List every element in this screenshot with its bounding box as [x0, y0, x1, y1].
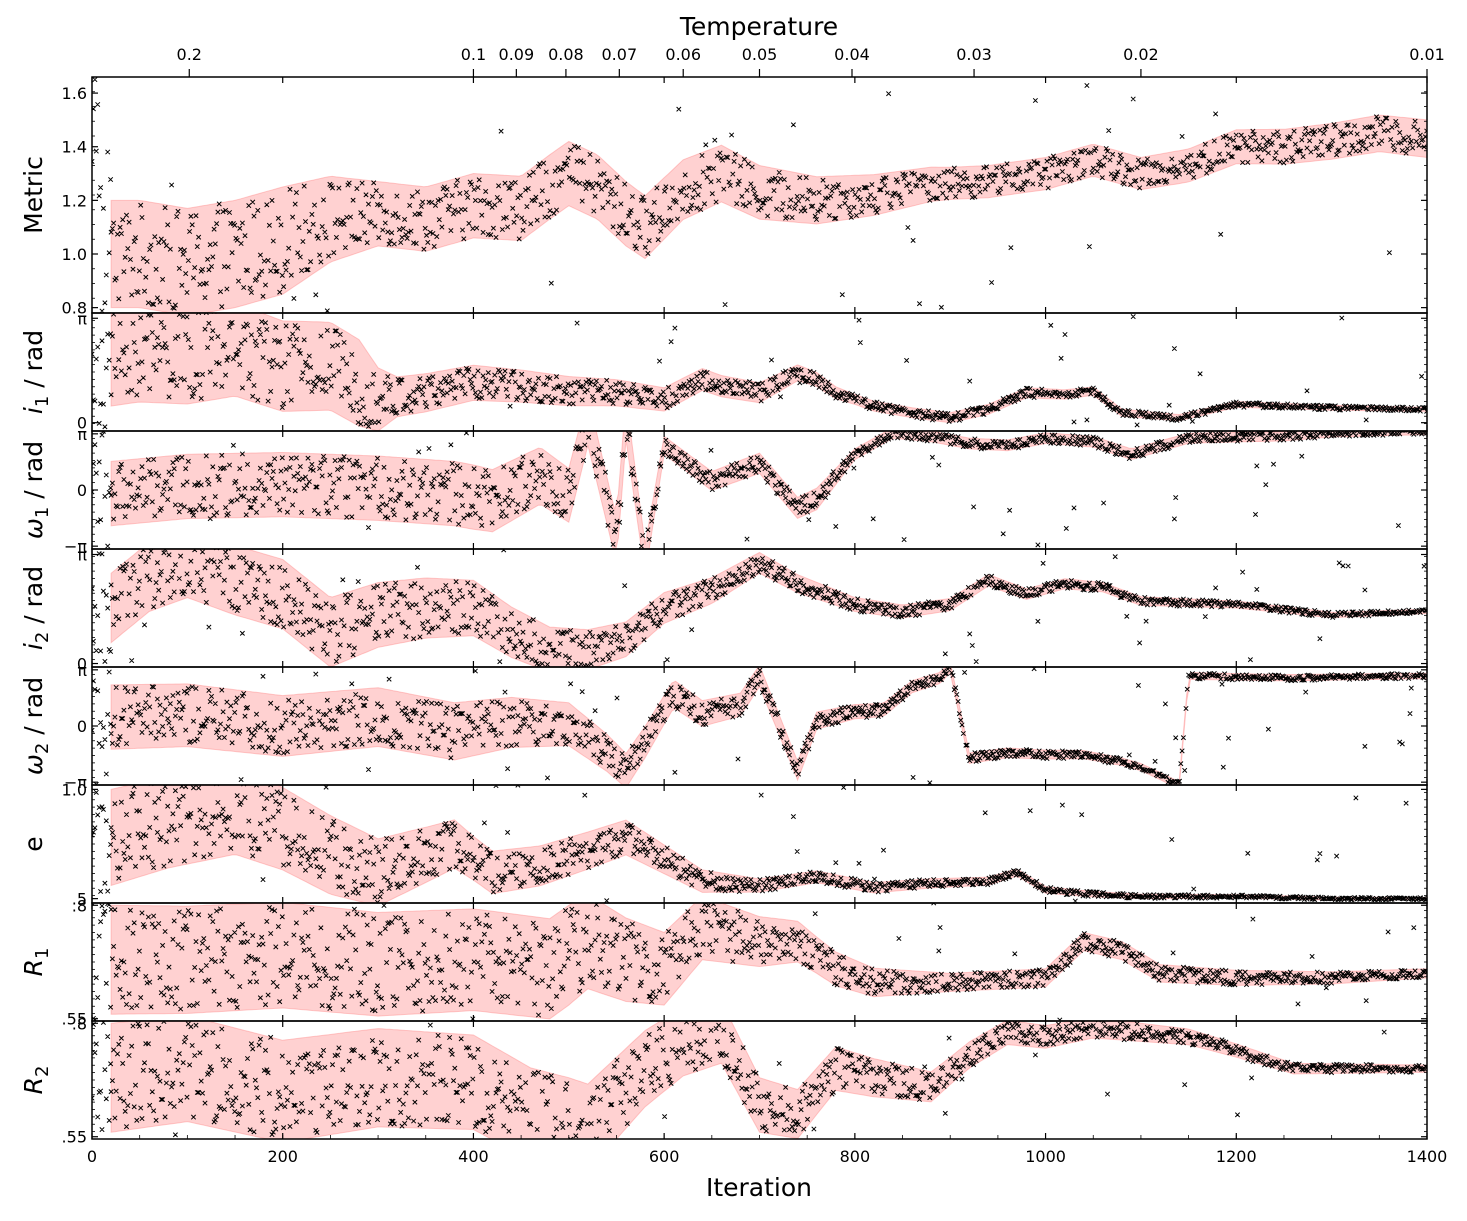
panel-6: .5 1.0 e — [19, 780, 1428, 909]
panel-7: .55 .8 R1 — [19, 896, 1428, 1029]
top-tick-label: 0.06 — [665, 45, 701, 64]
panel-y-label: ω1 / rad — [19, 441, 53, 539]
confidence-band — [110, 549, 1427, 667]
top-temperature-axis: 0.2 0.1 0.09 0.08 0.07 0.06 0.05 0.04 0.03 0.02 0.… — [177, 45, 1445, 77]
top-tick-label: 0.07 — [602, 45, 638, 64]
confidence-band — [110, 431, 1427, 549]
top-tick-label: 0.02 — [1123, 45, 1159, 64]
y-tick-label: 0.8 — [62, 299, 87, 318]
scatter-points — [92, 667, 1427, 785]
x-axis-title: Iteration — [706, 1173, 812, 1202]
panel-4-plot-area — [92, 549, 1427, 667]
top-tick-label: 0.08 — [548, 45, 584, 64]
scatter-points — [92, 903, 1427, 1021]
panel-2: 0 π i1 / rad — [19, 309, 1428, 433]
panel-y-label: e — [19, 836, 48, 851]
top-tick-label: 0.09 — [499, 45, 535, 64]
confidence-band — [110, 1021, 1427, 1139]
y-tick-label: .8 — [72, 896, 87, 915]
y-tick-label: 0 — [77, 481, 87, 500]
point-markers — [92, 549, 1427, 667]
panel-y-label: i2 / rad — [19, 566, 53, 650]
y-tick-label: π — [77, 425, 87, 444]
scatter-points — [92, 1021, 1427, 1139]
panel-y-label: R2 — [19, 1066, 53, 1095]
point-markers — [92, 1021, 1427, 1139]
y-tick-label: 0 — [77, 414, 87, 433]
x-tick-label: 0 — [87, 1147, 97, 1166]
panel-5: −π 0 π ω2 / rad — [19, 661, 1428, 792]
panel-1-plot-area — [92, 77, 1427, 313]
point-markers — [92, 667, 1427, 785]
confidence-band — [110, 903, 1427, 1020]
panel-y-label: R1 — [19, 948, 53, 977]
top-axis-title: Temperature — [679, 12, 838, 41]
panel-6-plot-area — [92, 785, 1427, 903]
scatter-points — [92, 77, 1427, 313]
panel-7-plot-area — [92, 903, 1427, 1021]
y-tick-label: 1.6 — [62, 84, 87, 103]
y-tick-label: .55 — [62, 1128, 87, 1147]
y-tick-label: .55 — [62, 1010, 87, 1029]
confidence-band — [110, 785, 1427, 903]
y-tick-label: 1.0 — [62, 245, 87, 264]
top-tick-label: 0.03 — [956, 45, 992, 64]
panel-8-plot-area — [92, 1021, 1427, 1139]
y-tick-label: 0 — [77, 717, 87, 736]
top-tick-label: 0.2 — [177, 45, 202, 64]
x-axis: 0 200 400 600 800 1000 1200 1400 — [87, 1135, 1447, 1166]
panel-y-label: i1 / rad — [19, 330, 53, 414]
panel-2-plot-area — [92, 313, 1427, 431]
panel-1: 0.8 1.0 1.2 1.4 1.6 Metric — [19, 76, 1428, 318]
confidence-band — [110, 313, 1427, 431]
x-tick-label: 600 — [649, 1147, 680, 1166]
point-markers — [92, 903, 1427, 1021]
y-tick-label: π — [77, 309, 87, 328]
panel-y-label: Metric — [19, 156, 48, 234]
y-tick-label: −π — [64, 773, 87, 792]
panel-y-label: ω2 / rad — [19, 677, 53, 775]
scatter-points — [92, 549, 1427, 667]
y-tick-label: .5 — [72, 890, 87, 909]
scatter-points — [92, 431, 1427, 549]
x-tick-label: 800 — [840, 1147, 871, 1166]
panel-5-plot-area — [92, 667, 1427, 785]
panel-3-plot-area — [92, 431, 1427, 549]
panel-3: −π 0 π ω1 / rad — [19, 425, 1428, 556]
scatter-points — [92, 785, 1427, 903]
top-tick-label: 0.1 — [461, 45, 486, 64]
x-tick-label: 1000 — [1025, 1147, 1066, 1166]
x-tick-label: 400 — [458, 1147, 489, 1166]
point-markers — [92, 785, 1427, 903]
y-tick-label: π — [77, 661, 87, 680]
confidence-band — [110, 114, 1427, 313]
y-tick-label: 1.2 — [62, 191, 87, 210]
y-tick-label: 0 — [77, 655, 87, 674]
y-tick-label: −π — [64, 537, 87, 556]
panel-8: .55 .8 R2 — [19, 1014, 1428, 1147]
x-tick-label: 1200 — [1216, 1147, 1257, 1166]
y-tick-label: 1.4 — [62, 138, 87, 157]
x-tick-label: 1400 — [1407, 1147, 1448, 1166]
point-markers — [92, 431, 1427, 549]
x-tick-label: 200 — [267, 1147, 298, 1166]
scatter-points — [92, 313, 1427, 430]
y-tick-label: π — [77, 545, 87, 564]
panel-4: 0 π i2 / rad — [19, 545, 1428, 674]
y-tick-label: 1.0 — [62, 780, 87, 799]
point-markers — [92, 313, 1427, 430]
top-tick-label: 0.04 — [834, 45, 870, 64]
y-tick-label: .8 — [72, 1014, 87, 1033]
point-markers — [92, 77, 1427, 313]
top-tick-label: 0.05 — [742, 45, 778, 64]
top-tick-label: 0.01 — [1409, 45, 1445, 64]
